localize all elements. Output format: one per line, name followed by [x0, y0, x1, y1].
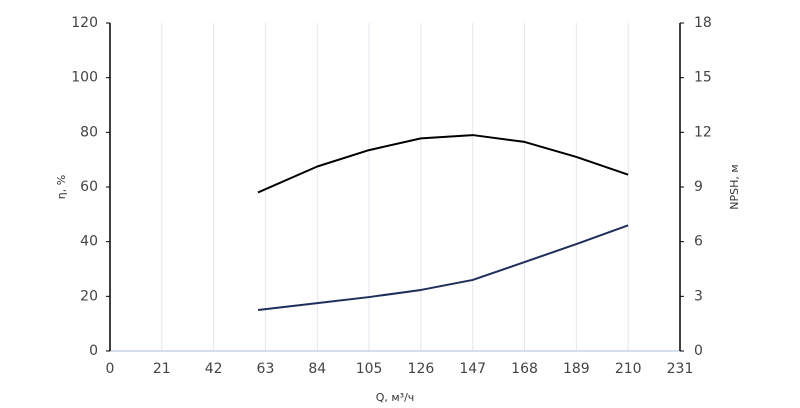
x-tick-label: 210: [615, 361, 642, 377]
y2-tick-label: 9: [694, 179, 703, 195]
y-tick-label: 80: [80, 124, 98, 140]
x-tick-label: 63: [257, 361, 275, 377]
x-tick-label: 168: [511, 361, 538, 377]
x-tick-label: 105: [356, 361, 383, 377]
x-tick-label: 126: [408, 361, 435, 377]
y-tick-label: 40: [80, 234, 98, 250]
y2-axis-label: NPSH, м: [728, 164, 741, 209]
x-tick-label: 231: [667, 361, 694, 377]
x-tick-label: 42: [205, 361, 223, 377]
x-tick-label: 84: [308, 361, 326, 377]
x-tick-label: 21: [153, 361, 171, 377]
x-tick-label: 0: [106, 361, 115, 377]
x-axis-label: Q, м³/ч: [376, 391, 415, 404]
x-tick-label: 147: [459, 361, 486, 377]
y2-tick-label: 3: [694, 288, 703, 304]
y2-tick-label: 15: [694, 70, 712, 86]
y-tick-label: 100: [71, 70, 98, 86]
x-tick-label: 189: [563, 361, 590, 377]
series-line: [257, 134, 629, 194]
y-tick-label: 20: [80, 288, 98, 304]
y2-tick-label: 18: [694, 15, 712, 31]
series-line: [257, 224, 629, 311]
y2-tick-label: 12: [694, 124, 712, 140]
y-axis-label: η, %: [55, 175, 68, 199]
y-tick-label: 60: [80, 179, 98, 195]
y2-tick-label: 6: [694, 234, 703, 250]
y2-tick-label: 0: [694, 343, 703, 359]
y-tick-label: 0: [89, 343, 98, 359]
y-tick-label: 120: [71, 15, 98, 31]
